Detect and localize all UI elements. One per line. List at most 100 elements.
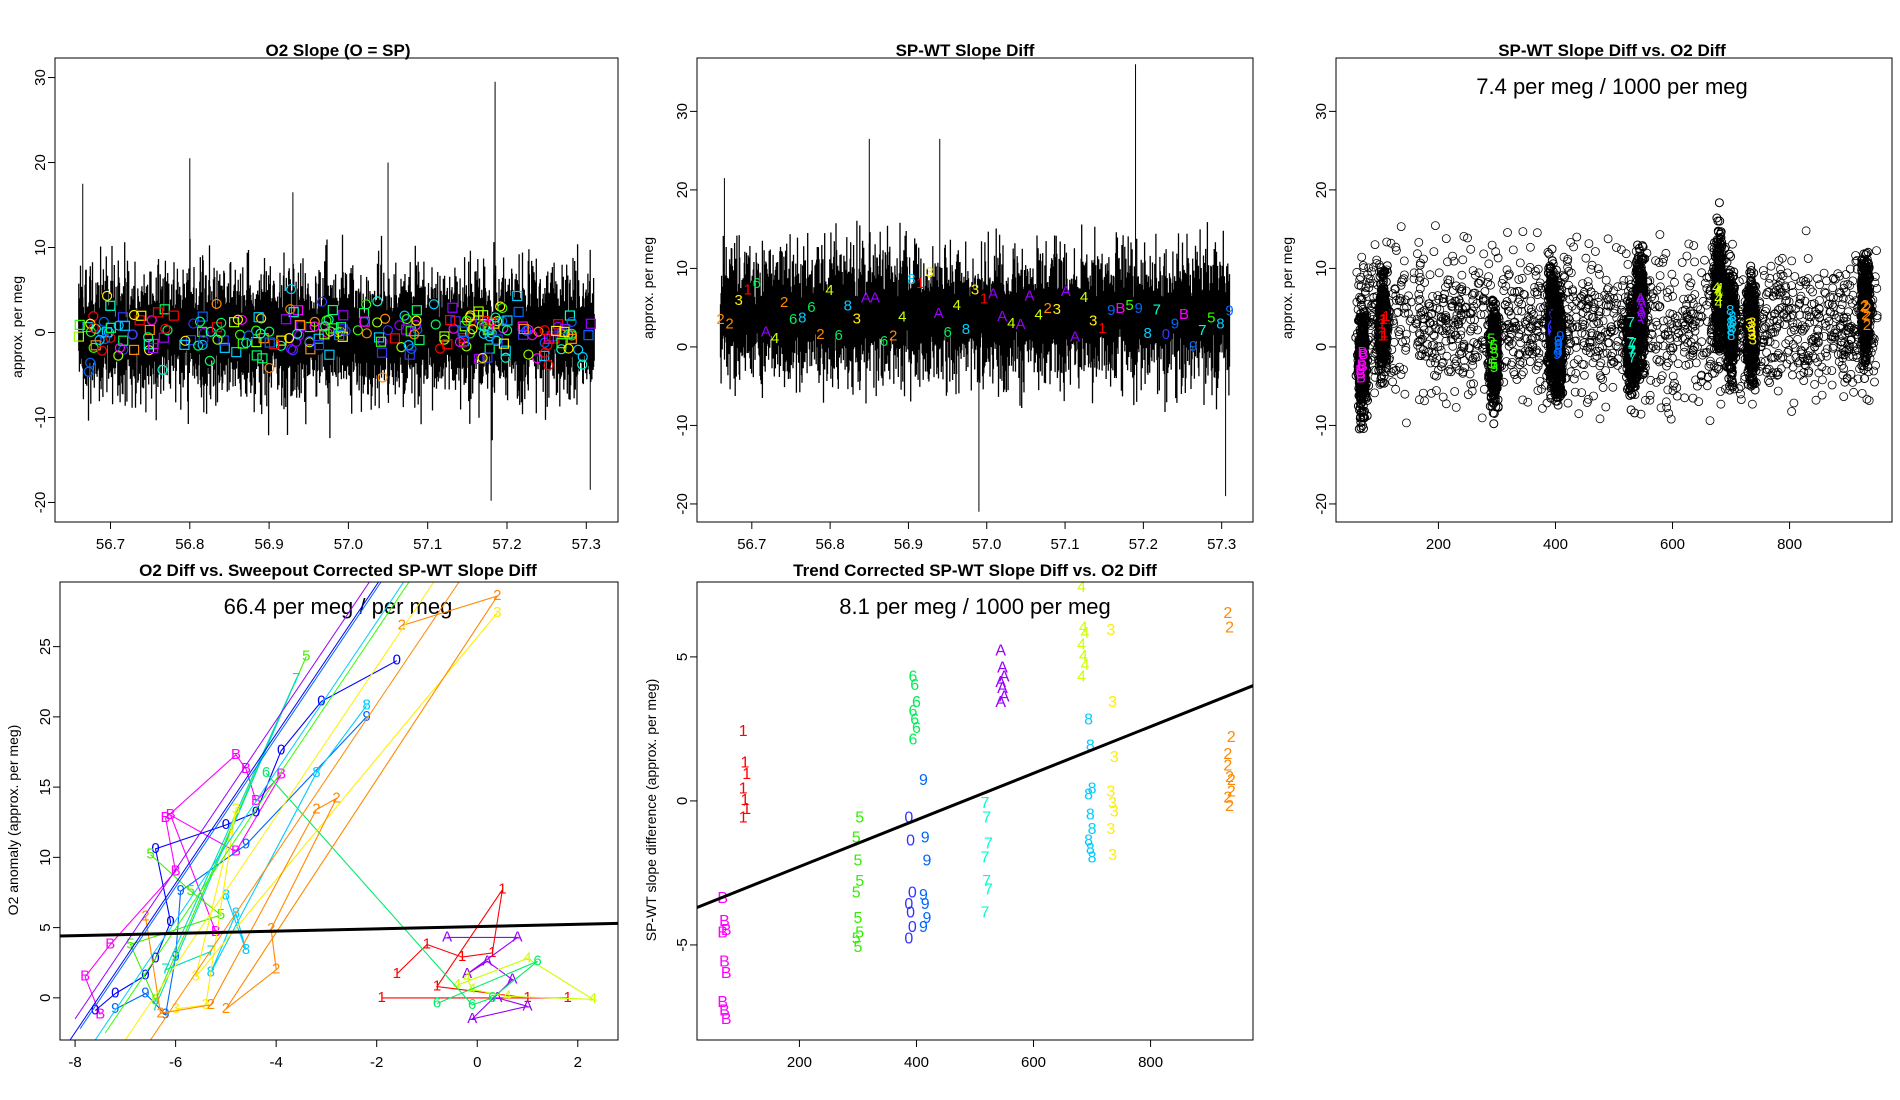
marker-circle bbox=[533, 326, 544, 337]
series-label: A bbox=[988, 285, 998, 302]
group-point-label: 2 bbox=[1225, 619, 1234, 636]
y-tick-label: 20 bbox=[37, 709, 54, 726]
group-point-label: B bbox=[721, 1011, 732, 1028]
marker-circle bbox=[113, 320, 124, 331]
group-point-label: A bbox=[997, 680, 1008, 697]
marker-square bbox=[280, 314, 292, 325]
group-point-label: 8 bbox=[1088, 850, 1097, 867]
group-point-label: 0 bbox=[906, 832, 915, 849]
group-point-label: 5 bbox=[855, 925, 864, 942]
group-point-label: 4 bbox=[503, 987, 511, 1004]
marker-circle bbox=[382, 325, 394, 336]
y-tick-label: 5 bbox=[674, 653, 691, 661]
cluster-label: 8 bbox=[1726, 314, 1734, 331]
cluster-label: 9 bbox=[1556, 328, 1564, 345]
marker-circle bbox=[90, 323, 101, 334]
y-tick-label: -10 bbox=[674, 415, 691, 437]
marker-circle bbox=[352, 325, 363, 336]
series-label: 9 bbox=[1171, 315, 1179, 332]
group-point-label: 1 bbox=[739, 723, 748, 740]
group-point-label: 0 bbox=[141, 966, 149, 983]
group-point-label: 2 bbox=[493, 587, 501, 604]
marker-circle bbox=[563, 343, 574, 354]
marker-square bbox=[498, 338, 509, 349]
series-label: 7 bbox=[1153, 301, 1161, 318]
group-point-label: 5 bbox=[146, 846, 154, 863]
group-point-label: 9 bbox=[919, 887, 928, 904]
group-line bbox=[129, 656, 307, 1003]
marker-square bbox=[457, 326, 468, 337]
cluster-label: 7 bbox=[1628, 342, 1636, 359]
y-tick-label: 10 bbox=[674, 260, 691, 277]
group-point-label: 2 bbox=[398, 617, 406, 634]
group-point-label: B bbox=[719, 1002, 730, 1019]
x-tick-label: 57.3 bbox=[1207, 536, 1236, 553]
marker-square bbox=[119, 320, 130, 331]
group-point-label: 1 bbox=[742, 766, 751, 783]
series-label: B bbox=[1115, 300, 1125, 317]
cluster-label: 3 bbox=[1747, 326, 1755, 343]
y-tick-label: 10 bbox=[32, 239, 49, 256]
marker-circle bbox=[316, 296, 328, 307]
group-point-label: 5 bbox=[852, 830, 861, 847]
marker-square bbox=[219, 342, 230, 353]
marker-square bbox=[134, 315, 145, 326]
group-point-label: 3 bbox=[1108, 694, 1117, 711]
group-point-label: B bbox=[276, 765, 286, 782]
x-tick-label: 57.0 bbox=[972, 536, 1001, 553]
series-label: 6 bbox=[944, 324, 952, 341]
y-tick-label: 0 bbox=[674, 343, 691, 351]
group-point-label: 0 bbox=[908, 919, 917, 936]
marker-square bbox=[74, 319, 85, 330]
marker-square bbox=[389, 333, 401, 344]
group-point-label: 3 bbox=[1108, 795, 1117, 812]
marker-circle bbox=[198, 334, 209, 346]
group-point-label: B bbox=[721, 965, 732, 982]
group-point-label: 3 bbox=[1106, 821, 1115, 838]
group-point-label: 0 bbox=[317, 692, 325, 709]
group-point-label: B bbox=[171, 862, 181, 879]
group-point-label: 3 bbox=[1106, 783, 1115, 800]
marker-circle bbox=[215, 327, 226, 339]
series-label: A bbox=[870, 289, 880, 306]
marker-circle bbox=[113, 350, 124, 361]
series-label: 2 bbox=[780, 294, 788, 311]
cluster-label: 4 bbox=[1714, 283, 1722, 300]
group-point-label: 5 bbox=[853, 910, 862, 927]
y-axis-label: approx. per meg bbox=[640, 237, 656, 339]
group-line bbox=[175, 612, 498, 1010]
group-point-label: 9 bbox=[919, 772, 928, 789]
group-point-label: 2 bbox=[1223, 605, 1232, 622]
group-point-label: 8 bbox=[1088, 781, 1097, 798]
marker-circle bbox=[523, 349, 534, 360]
group-point-label: 9 bbox=[923, 910, 932, 927]
group-point-label: 6 bbox=[488, 989, 496, 1006]
marker-circle bbox=[573, 344, 584, 355]
marker-circle bbox=[256, 313, 267, 324]
x-tick-label: 0 bbox=[473, 1054, 481, 1071]
marker-circle bbox=[484, 331, 495, 342]
cluster-label: 7 bbox=[1629, 335, 1637, 352]
marker-circle bbox=[188, 318, 199, 329]
group-point-label: 8 bbox=[1084, 832, 1093, 849]
group-line bbox=[69, 582, 380, 1040]
marker-circle bbox=[309, 321, 320, 332]
marker-circle bbox=[197, 339, 208, 351]
marker-square bbox=[551, 325, 562, 337]
group-point-label: 6 bbox=[909, 668, 918, 685]
marker-circle bbox=[285, 283, 297, 295]
series-label: A bbox=[1015, 316, 1025, 333]
cluster-label: 2 bbox=[1861, 297, 1869, 314]
group-point-label: 6 bbox=[910, 711, 919, 728]
x-tick-label: 57.0 bbox=[334, 536, 363, 553]
marker-square bbox=[585, 318, 596, 329]
group-point-label: 5 bbox=[187, 882, 195, 899]
group-point-label: 4 bbox=[453, 976, 461, 993]
group-point-label: 0 bbox=[151, 840, 159, 857]
marker-square bbox=[556, 338, 567, 349]
series-label: 4 bbox=[953, 297, 961, 314]
marker-circle bbox=[198, 327, 209, 339]
group-point-label: 6 bbox=[909, 732, 918, 749]
cluster-label: 8 bbox=[1727, 327, 1735, 344]
cluster-label: B bbox=[1355, 362, 1365, 379]
